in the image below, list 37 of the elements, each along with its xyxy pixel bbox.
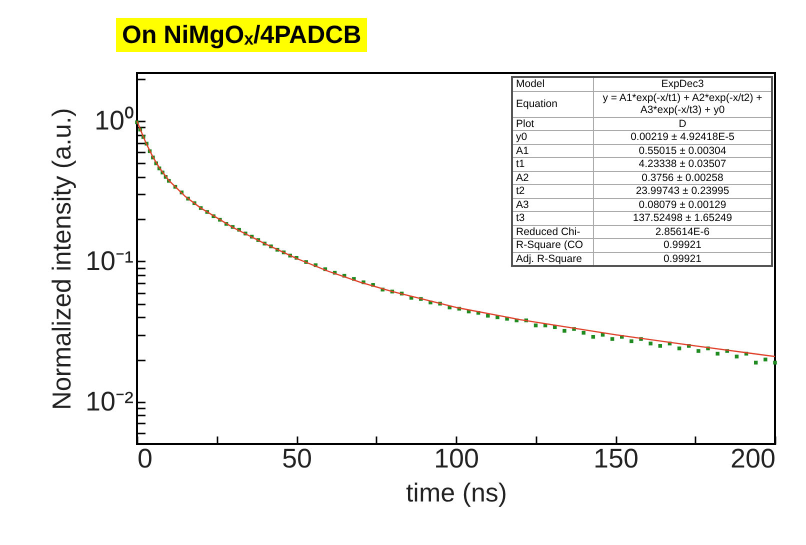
annotation: Equation (512, 91, 594, 117)
x-tick-label: 0 (138, 444, 153, 474)
annotation: y = A1*exp(-x/t1) + A2*exp(-x/t2) + A3*exp(-x/t3) + y0 (594, 91, 772, 117)
annotation: 0.55015 ± 0.00304 (594, 144, 772, 158)
annotation: 2.85614E-6 (594, 225, 772, 238)
annotation: 0.99921 (594, 238, 772, 252)
annotation: t1 (512, 158, 594, 171)
annotation: 4.23338 ± 0.03507 (594, 158, 772, 171)
y-tick-label: 10⁻¹ (85, 246, 134, 276)
annotation: 0.00219 ± 4.92418E-5 (594, 130, 772, 144)
annotation: D (594, 117, 772, 130)
y-tick-label: 10⁻² (85, 386, 134, 416)
chart-title: On NiMgOₓ/4PADCB (116, 18, 368, 52)
y-tick-label: 10⁰ (94, 106, 134, 136)
x-axis-title: time (ns) (406, 478, 508, 508)
annotation: A1 (512, 144, 594, 158)
annotation: ExpDec3 (594, 77, 772, 91)
annotation: Adj. R-Square (512, 252, 594, 266)
x-tick-label: 100 (434, 444, 480, 474)
annotation: 0.3756 ± 0.00258 (594, 171, 772, 184)
annotation: t3 (512, 212, 594, 225)
annotation: 137.52498 ± 1.65249 (594, 212, 772, 225)
y-axis-title: Normalized intensity (a.u.) (46, 108, 76, 410)
x-tick-label: 200 (730, 444, 776, 474)
x-tick-label: 150 (593, 444, 639, 474)
annotation: A2 (512, 171, 594, 184)
annotation: 0.99921 (594, 252, 772, 266)
annotation: 23.99743 ± 0.23995 (594, 184, 772, 198)
annotation: Plot (512, 117, 594, 130)
x-tick-label: 50 (282, 444, 312, 474)
annotation: Reduced Chi- (512, 225, 594, 238)
annotation: Model (512, 77, 594, 91)
annotation: t2 (512, 184, 594, 198)
annotation: A3 (512, 198, 594, 212)
annotation: y0 (512, 130, 594, 144)
annotation: R-Square (CO (512, 238, 594, 252)
annotation: 0.08079 ± 0.00129 (594, 198, 772, 212)
